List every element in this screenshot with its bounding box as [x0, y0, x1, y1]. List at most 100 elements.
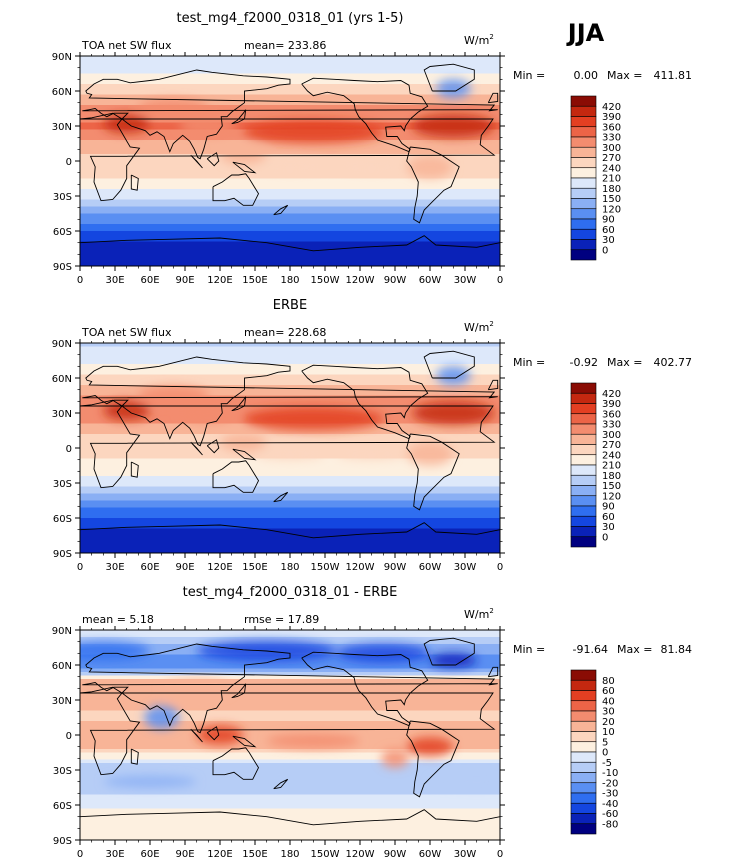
- colorbar-swatch: [570, 823, 597, 835]
- colorbar-swatch: [570, 392, 597, 404]
- anomaly-region: [406, 155, 454, 179]
- colorbar-label: -30: [602, 789, 618, 800]
- zonal-band: [80, 374, 500, 379]
- colorbar-swatch: [570, 669, 597, 681]
- colorbar-swatch: [570, 802, 597, 814]
- colorbar-swatch: [570, 157, 597, 169]
- zonal-band: [80, 770, 500, 775]
- zonal-band: [80, 378, 500, 383]
- zonal-band: [80, 472, 500, 477]
- colorbar-label: 330: [602, 420, 621, 431]
- zonal-band: [80, 637, 500, 642]
- colorbar-swatch: [570, 751, 597, 763]
- svg-text:402.77: 402.77: [654, 356, 693, 369]
- anomaly-region: [255, 448, 325, 460]
- coastlines: [80, 350, 500, 539]
- anomaly-region: [179, 403, 238, 423]
- zonal-band: [80, 521, 500, 526]
- x-tick-label: 180: [280, 849, 299, 860]
- zonal-band: [80, 171, 500, 176]
- anomaly-region: [196, 725, 244, 745]
- zonal-band: [80, 381, 500, 386]
- colorbar-label: 180: [602, 471, 621, 482]
- colorbar-label: 210: [602, 461, 621, 472]
- y-tick-label: 30N: [52, 696, 72, 707]
- anomaly-region: [179, 116, 238, 136]
- svg-text:Max =: Max =: [607, 356, 642, 369]
- zonal-band: [80, 525, 500, 530]
- zonal-band: [80, 210, 500, 215]
- zonal-band: [80, 500, 500, 505]
- coastline: [232, 448, 257, 461]
- x-tick-label: 120E: [207, 849, 232, 860]
- zonal-band: [80, 731, 500, 736]
- colorbar-swatch: [570, 464, 597, 476]
- coastline: [232, 161, 257, 174]
- y-tick-label: 0: [66, 731, 72, 742]
- x-tick-label: 120W: [346, 849, 375, 860]
- x-tick-label: 60W: [419, 562, 442, 573]
- x-tick-label: 90W: [384, 275, 407, 286]
- x-tick-label: 150E: [242, 275, 267, 286]
- zonal-band: [80, 262, 500, 266]
- x-tick-label: 30W: [454, 849, 477, 860]
- zonal-band: [80, 98, 500, 103]
- zonal-band: [80, 255, 500, 260]
- coastline: [406, 433, 460, 511]
- zonal-band: [80, 437, 500, 442]
- colorbar-swatch: [570, 95, 597, 107]
- y-tick-label: 60N: [52, 661, 72, 672]
- zonal-band: [80, 469, 500, 474]
- colorbar-swatch: [570, 198, 597, 210]
- colorbar-swatch: [570, 177, 597, 189]
- y-tick-label: 60N: [52, 374, 72, 385]
- colorbar-label: -40: [602, 799, 618, 810]
- axis-ticks: 0 30E 60E 90E 120E 150E 180 150W 120W 90W 60W 30W 09…: [52, 339, 505, 573]
- coastline: [231, 109, 247, 125]
- zonal-band: [80, 696, 500, 701]
- zonal-band: [80, 175, 500, 180]
- svg-text:-91.64: -91.64: [573, 643, 608, 656]
- colorbar-label: -5: [602, 758, 612, 769]
- zonal-band: [80, 70, 500, 75]
- zonal-band: [80, 371, 500, 376]
- coastline: [231, 683, 247, 699]
- x-tick-label: 0: [77, 849, 83, 860]
- zonal-band: [80, 224, 500, 229]
- x-tick-label: 0: [497, 562, 503, 573]
- min-max-readout: Min = -91.64 Max = 81.84: [513, 643, 692, 656]
- zonal-band: [80, 490, 500, 495]
- x-tick-label: 90W: [384, 562, 407, 573]
- colorbar-label: 80: [602, 676, 615, 687]
- zonal-band: [80, 752, 500, 757]
- y-tick-label: 90N: [52, 626, 72, 637]
- y-tick-label: 30S: [53, 479, 72, 490]
- colorbar-label: 0: [602, 532, 608, 543]
- zonal-band: [80, 700, 500, 705]
- x-tick-label: 0: [497, 275, 503, 286]
- y-tick-label: 90S: [53, 262, 72, 273]
- coastline: [80, 399, 496, 489]
- colorbar-swatch: [570, 720, 597, 732]
- colorbar-label: 30: [602, 235, 615, 246]
- map-area: [80, 630, 500, 840]
- colorbar-label: 270: [602, 440, 621, 451]
- zonal-band: [80, 178, 500, 183]
- zonal-band: [80, 91, 500, 96]
- x-tick-label: 150W: [311, 849, 340, 860]
- zonal-band: [80, 213, 500, 218]
- zonal-band: [80, 259, 500, 264]
- zonal-band: [80, 94, 500, 99]
- svg-text:411.81: 411.81: [654, 69, 693, 82]
- colorbar-swatch: [570, 218, 597, 230]
- units-label: W/m2: [464, 607, 494, 621]
- zonal-band: [80, 182, 500, 187]
- x-tick-label: 0: [77, 275, 83, 286]
- coastline: [212, 173, 260, 206]
- zonal-band: [80, 399, 500, 404]
- coastline: [423, 637, 475, 666]
- zonal-band: [80, 794, 500, 799]
- coastline: [80, 809, 500, 826]
- y-tick-label: 30N: [52, 409, 72, 420]
- coastline: [423, 63, 475, 92]
